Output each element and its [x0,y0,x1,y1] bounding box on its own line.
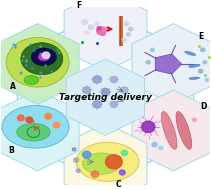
Circle shape [92,100,102,108]
Circle shape [86,32,88,33]
Polygon shape [64,0,147,71]
Circle shape [96,23,98,25]
FancyBboxPatch shape [120,16,121,46]
Text: D: D [201,102,207,111]
Ellipse shape [38,53,50,61]
FancyBboxPatch shape [119,16,123,46]
Circle shape [101,32,105,36]
Ellipse shape [6,37,69,87]
Circle shape [97,27,101,30]
Circle shape [201,48,205,52]
Circle shape [124,22,128,26]
Circle shape [159,146,163,150]
Polygon shape [0,24,79,105]
Polygon shape [18,11,193,183]
Circle shape [83,21,86,23]
Circle shape [91,171,99,177]
Circle shape [45,113,51,119]
Circle shape [102,27,107,32]
Circle shape [73,149,75,150]
Circle shape [199,69,203,73]
Circle shape [26,117,32,123]
Circle shape [83,151,91,158]
Circle shape [142,121,155,132]
Text: E: E [199,32,204,41]
Ellipse shape [189,77,200,79]
Ellipse shape [189,64,200,67]
Polygon shape [155,54,182,74]
Circle shape [77,170,79,171]
Circle shape [205,79,209,81]
Circle shape [192,118,196,121]
Circle shape [106,155,122,169]
Text: C: C [116,180,122,189]
Ellipse shape [2,106,69,148]
Circle shape [119,170,125,175]
Circle shape [53,122,60,128]
Text: F: F [76,1,81,10]
Circle shape [126,33,131,36]
Circle shape [152,143,157,147]
Ellipse shape [185,51,196,56]
Circle shape [121,150,127,156]
Ellipse shape [161,112,177,149]
Ellipse shape [17,123,50,141]
Circle shape [90,26,92,28]
Ellipse shape [76,142,139,181]
Ellipse shape [176,112,192,149]
Text: B: B [8,146,14,156]
Circle shape [110,76,118,83]
Text: A: A [10,82,16,91]
Polygon shape [132,90,211,171]
Circle shape [75,159,77,161]
Polygon shape [66,59,145,135]
Circle shape [83,87,91,94]
Ellipse shape [21,43,63,75]
Polygon shape [132,24,211,105]
Circle shape [92,76,102,83]
Polygon shape [64,123,147,189]
Circle shape [122,38,126,42]
Text: Targeting delivery: Targeting delivery [59,93,152,102]
Ellipse shape [83,153,120,174]
Circle shape [128,27,133,31]
Circle shape [121,87,128,93]
Ellipse shape [24,76,39,84]
Circle shape [18,115,24,121]
Circle shape [97,27,106,35]
Circle shape [203,61,207,64]
Circle shape [146,60,150,64]
Ellipse shape [31,48,57,66]
Circle shape [101,88,110,96]
Circle shape [42,52,50,58]
Circle shape [110,101,118,108]
Polygon shape [0,90,79,171]
Circle shape [150,48,154,51]
